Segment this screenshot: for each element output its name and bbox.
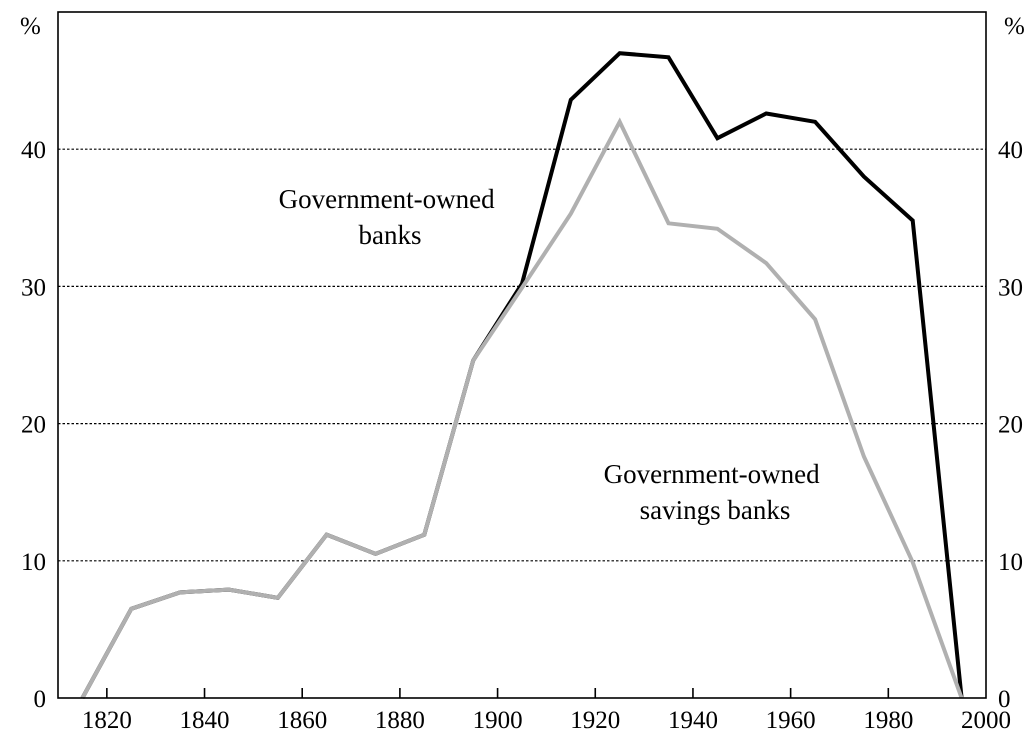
x-tick-label: 1960 — [766, 707, 816, 734]
y-tick-label-right: 30 — [998, 274, 1023, 301]
y-tick-label-left: 40 — [21, 137, 46, 164]
y-axis-right-labels: 0 10 20 30 40 — [998, 137, 1023, 713]
unit-label-right: % — [1004, 13, 1025, 40]
x-tick-label: 1900 — [473, 707, 523, 734]
y-tick-label-left: 10 — [21, 549, 46, 576]
x-axis-labels: 1820 1840 1860 1880 1900 1920 1940 1960 1980 2000 — [82, 707, 1011, 734]
y-tick-label-right: 10 — [998, 549, 1023, 576]
series-line-0 — [80, 51, 964, 699]
annotation-line: Government-owned — [279, 184, 495, 214]
x-tick-label: 1980 — [863, 707, 913, 734]
x-tick-label: 1820 — [82, 707, 132, 734]
x-tick-label: 1940 — [668, 707, 718, 734]
y-tick-label-left: 30 — [21, 274, 46, 301]
y-tick-label-right: 40 — [998, 137, 1023, 164]
annotation-government-owned-savings-banks: Government-owned savings banks — [604, 459, 827, 525]
series-line-1 — [80, 117, 964, 699]
y-tick-label-right: 0 — [998, 686, 1011, 713]
x-tick-label: 1840 — [180, 707, 230, 734]
tick-marks — [106, 688, 890, 698]
x-tick-label: 1920 — [570, 707, 620, 734]
x-tick-label: 1860 — [277, 707, 327, 734]
series-lines — [80, 51, 964, 699]
y-tick-label-right: 20 — [998, 412, 1023, 439]
unit-label-left: % — [20, 13, 41, 40]
y-tick-label-left: 0 — [34, 686, 47, 713]
annotation-line: Government-owned — [604, 459, 820, 489]
gridlines — [58, 148, 986, 562]
annotation-government-owned-banks: Government-owned banks — [279, 184, 502, 250]
x-tick-label: 2000 — [961, 707, 1011, 734]
y-axis-left-labels: 0 10 20 30 40 — [21, 137, 46, 713]
annotation-line: banks — [359, 220, 422, 250]
annotation-line: savings banks — [640, 495, 791, 525]
y-tick-label-left: 20 — [21, 412, 46, 439]
x-tick-label: 1880 — [375, 707, 425, 734]
plot-frame — [57, 11, 987, 699]
